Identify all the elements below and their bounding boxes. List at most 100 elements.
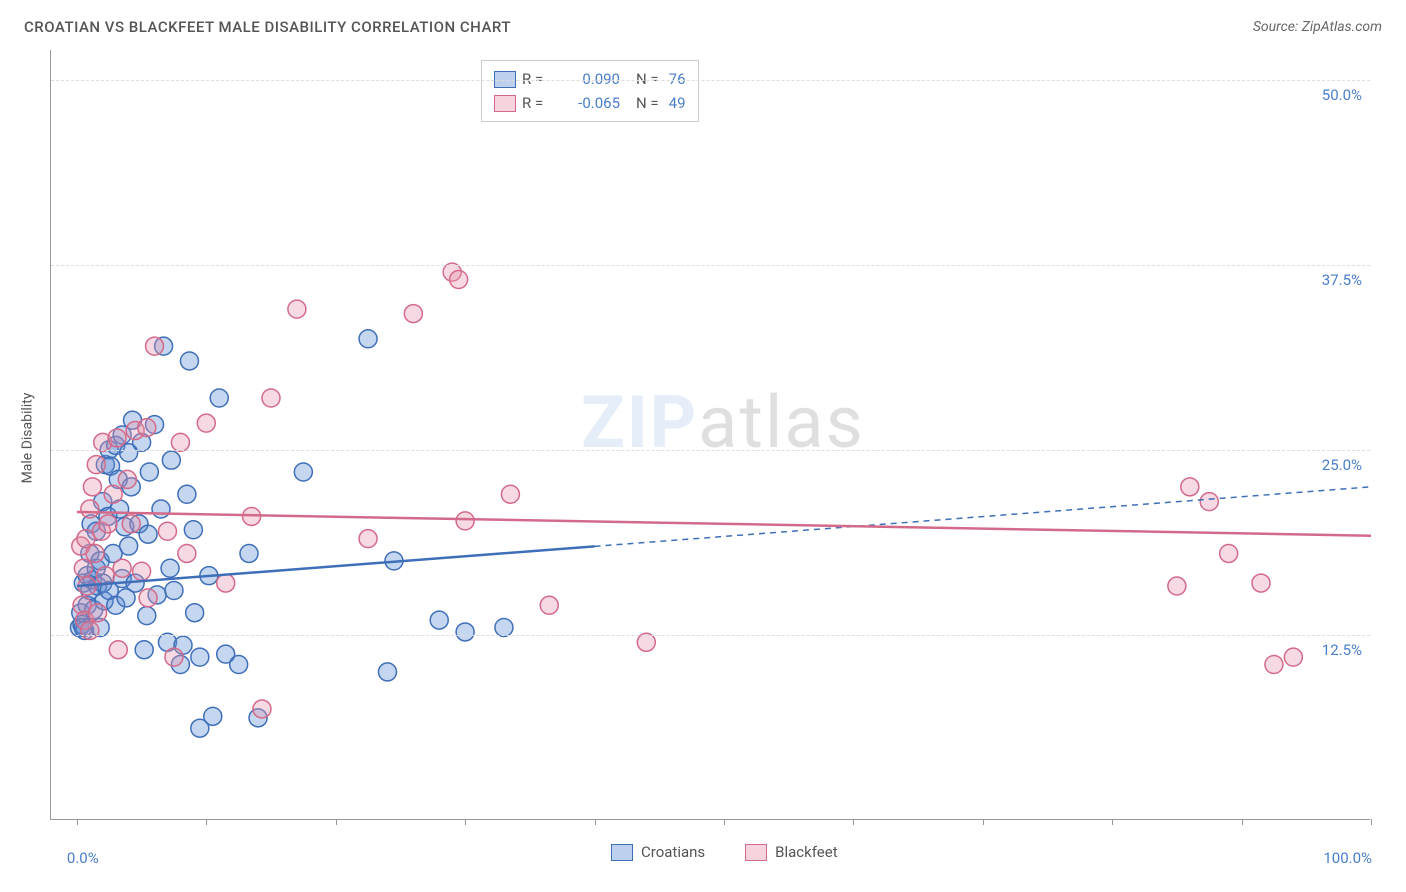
data-point [1220,544,1238,562]
x-tick [983,819,984,825]
bottom-legend-item: Blackfeet [745,843,837,861]
data-point [262,389,280,407]
data-point [74,559,92,577]
data-point [230,656,248,674]
legend-n-value: 49 [669,91,686,115]
data-point [197,414,215,432]
data-point [86,544,104,562]
data-point [288,300,306,318]
data-point [113,559,131,577]
gridline [51,265,1370,266]
y-tick-label: 12.5% [1322,641,1362,659]
data-point [180,352,198,370]
x-tick [595,819,596,825]
data-point [152,500,170,518]
data-point [294,463,312,481]
data-point [191,648,209,666]
x-tick [77,819,78,825]
data-point [135,641,153,659]
data-point [1284,648,1302,666]
y-tick-label: 50.0% [1322,86,1362,104]
x-tick [206,819,207,825]
legend-r-value: -0.065 [560,91,620,115]
data-point [83,478,101,496]
data-point [99,515,117,533]
chart-title: CROATIAN VS BLACKFEET MALE DISABILITY CO… [24,18,511,36]
data-point [1168,577,1186,595]
data-point [140,463,158,481]
trend-line-solid [77,546,595,586]
x-max-label: 100.0% [1323,849,1372,867]
data-point [404,305,422,323]
chart-header: CROATIAN VS BLACKFEET MALE DISABILITY CO… [24,18,1382,36]
data-point [495,619,513,637]
data-point [161,559,179,577]
data-point [637,633,655,651]
data-point [186,604,204,622]
data-point [240,544,258,562]
data-point [162,451,180,469]
data-point [253,700,271,718]
trend-line-dashed [595,487,1371,547]
data-point [133,562,151,580]
data-point [178,544,196,562]
data-point [204,707,222,725]
trend-line-solid [77,512,1371,536]
y-axis-label: Male Disability [19,393,35,484]
data-point [178,485,196,503]
data-point [138,607,156,625]
data-point [1200,493,1218,511]
data-point [456,512,474,530]
y-tick-label: 25.0% [1322,456,1362,474]
data-point [158,522,176,540]
y-tick-label: 37.5% [1322,271,1362,289]
data-point [450,271,468,289]
data-point [217,574,235,592]
data-point [171,433,189,451]
series-name: Croatians [641,843,705,861]
source-attribution: Source: ZipAtlas.com [1253,19,1382,35]
data-point [139,525,157,543]
x-tick [853,819,854,825]
x-min-label: 0.0% [67,849,99,867]
data-point [108,429,126,447]
data-point [501,485,519,503]
gridline [51,80,1370,81]
data-point [81,500,99,518]
data-point [104,485,122,503]
data-point [430,611,448,629]
data-point [456,623,474,641]
chart-svg [51,50,1370,819]
data-point [120,537,138,555]
data-point [359,330,377,348]
legend-box: R =0.090N =76R =-0.065N =49 [481,60,699,122]
legend-n-label: N = [636,91,659,115]
legend-row: R =-0.065N =49 [494,91,686,115]
data-point [184,521,202,539]
data-point [146,337,164,355]
legend-swatch [745,844,767,861]
data-point [540,596,558,614]
data-point [96,567,114,585]
x-tick [724,819,725,825]
gridline [51,450,1370,451]
data-point [87,456,105,474]
data-point [81,621,99,639]
x-tick [465,819,466,825]
data-point [165,581,183,599]
x-tick [1112,819,1113,825]
x-tick [1242,819,1243,825]
x-tick [1371,819,1372,825]
data-point [359,530,377,548]
data-point [122,515,140,533]
data-point [139,589,157,607]
data-point [109,641,127,659]
data-point [165,648,183,666]
bottom-legend: Croatians Blackfeet [611,843,838,861]
data-point [118,470,136,488]
data-point [89,604,107,622]
series-name: Blackfeet [775,843,837,861]
data-point [1181,478,1199,496]
data-point [1252,574,1270,592]
plot-area: ZIPatlas R =0.090N =76R =-0.065N =49 Cro… [50,50,1370,820]
